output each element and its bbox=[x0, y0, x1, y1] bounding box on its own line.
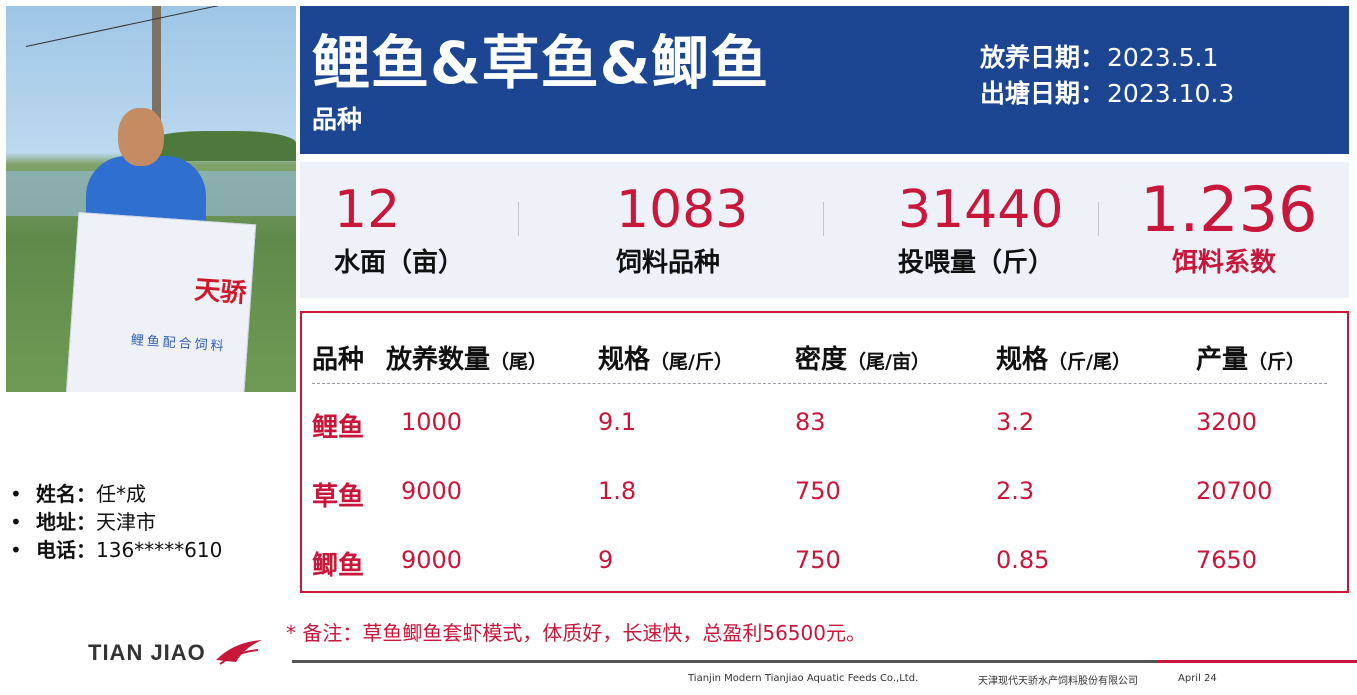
table-header-species: 品种 bbox=[312, 345, 365, 375]
table-header-spec-per-fish: 规格（斤/尾） bbox=[996, 345, 1131, 375]
table-cell-density: 750 bbox=[795, 546, 841, 574]
farmer-photo: 天骄 鲤鱼配合饲料 bbox=[6, 6, 296, 392]
photo-person-head bbox=[118, 108, 164, 166]
footer-rule bbox=[292, 660, 1158, 663]
stat-feed-ratio: 1.236 饵料系数 bbox=[1140, 173, 1318, 279]
stat-label: 水面（亩） bbox=[334, 248, 465, 278]
table-cell-spec-per-fish: 3.2 bbox=[996, 408, 1035, 436]
page-title: 鲤鱼&草鱼&鲫鱼 bbox=[312, 29, 770, 97]
info-phone: • 电话：136*****610 bbox=[10, 538, 223, 562]
table-cell-quantity: 9000 bbox=[401, 546, 463, 574]
stat-value: 1.236 bbox=[1140, 173, 1318, 246]
photo-pole bbox=[152, 6, 161, 146]
table-cell-output: 20700 bbox=[1196, 477, 1273, 505]
stats-strip: 12 水面（亩） 1083 饲料品种 31440 投喂量（斤） 1.236 饵料… bbox=[300, 162, 1349, 298]
table-row-species: 鲫鱼 bbox=[312, 551, 365, 581]
table-cell-density: 750 bbox=[795, 477, 841, 505]
stat-value: 1083 bbox=[616, 180, 749, 240]
footer-rule-accent bbox=[1158, 660, 1357, 663]
table-header-spec-per-jin: 规格（尾/斤） bbox=[598, 345, 733, 375]
page-subtitle: 品种 bbox=[312, 105, 363, 134]
table-cell-spec-per-jin: 1.8 bbox=[598, 477, 637, 505]
stat-feed-amount: 31440 投喂量（斤） bbox=[898, 180, 1063, 279]
stat-label: 饵料系数 bbox=[1172, 248, 1277, 278]
tianjiao-logo-text: TIAN JIAO bbox=[88, 640, 206, 665]
stat-divider bbox=[1098, 202, 1099, 236]
table-header-divider bbox=[312, 383, 1327, 384]
company-name-en: Tianjin Modern Tianjiao Aquatic Feeds Co… bbox=[688, 673, 919, 684]
table-header-quantity: 放养数量（尾） bbox=[386, 345, 548, 375]
feed-bag: 天骄 鲤鱼配合饲料 bbox=[65, 212, 257, 392]
harvest-date-label: 出塘日期： bbox=[980, 79, 1106, 108]
table-row-species: 草鱼 bbox=[312, 482, 365, 512]
harvest-date-row: 出塘日期：2023.10.3 bbox=[980, 76, 1234, 112]
footer-date: April 24 bbox=[1178, 673, 1217, 684]
table-cell-quantity: 1000 bbox=[401, 408, 463, 436]
table-row-species: 鲤鱼 bbox=[312, 413, 365, 443]
wing-logo-icon bbox=[216, 640, 262, 665]
table-cell-spec-per-fish: 2.3 bbox=[996, 477, 1035, 505]
table-cell-output: 7650 bbox=[1196, 546, 1258, 574]
info-address: • 地址：天津市 bbox=[10, 510, 156, 534]
stock-date-label: 放养日期： bbox=[980, 43, 1106, 72]
table-cell-spec-per-fish: 0.85 bbox=[996, 546, 1050, 574]
table-cell-quantity: 9000 bbox=[401, 477, 463, 505]
feed-bag-brand: 天骄 bbox=[193, 275, 248, 309]
dates-block: 放养日期：2023.5.1 出塘日期：2023.10.3 bbox=[980, 40, 1234, 112]
info-name: • 姓名：任*成 bbox=[10, 482, 146, 506]
stock-date-value: 2023.5.1 bbox=[1107, 43, 1219, 72]
table-header-density: 密度（尾/亩） bbox=[795, 345, 930, 375]
stat-water-area: 12 水面（亩） bbox=[334, 180, 464, 279]
company-name-cn: 天津现代天骄水产饲料股份有限公司 bbox=[978, 676, 1138, 687]
table-cell-spec-per-jin: 9 bbox=[598, 546, 614, 574]
table-cell-spec-per-jin: 9.1 bbox=[598, 408, 637, 436]
stat-value: 31440 bbox=[898, 180, 1064, 240]
harvest-date-value: 2023.10.3 bbox=[1107, 79, 1235, 108]
stock-date-row: 放养日期：2023.5.1 bbox=[980, 40, 1234, 76]
feed-bag-subtitle: 鲤鱼配合饲料 bbox=[130, 332, 228, 355]
table-header-output: 产量（斤） bbox=[1196, 345, 1306, 375]
stat-label: 投喂量（斤） bbox=[898, 248, 1055, 278]
stat-feed-type: 1083 饲料品种 bbox=[616, 180, 748, 279]
table-cell-density: 83 bbox=[795, 408, 826, 436]
stat-value: 12 bbox=[334, 180, 401, 240]
fish-table: 品种 放养数量（尾） 规格（尾/斤） 密度（尾/亩） 规格（斤/尾） 产量（斤）… bbox=[300, 311, 1349, 593]
table-cell-output: 3200 bbox=[1196, 408, 1258, 436]
stat-divider bbox=[823, 202, 824, 236]
header-banner: 鲤鱼&草鱼&鲫鱼 品种 放养日期：2023.5.1 出塘日期：2023.10.3 bbox=[300, 6, 1349, 154]
stat-label: 饲料品种 bbox=[616, 248, 721, 278]
remark-note: * 备注：草鱼鲫鱼套虾模式，体质好，长速快，总盈利56500元。 bbox=[286, 621, 866, 645]
stat-divider bbox=[518, 202, 519, 236]
farmer-info: • 姓名：任*成 • 地址：天津市 • 电话：136*****610 bbox=[10, 480, 222, 564]
